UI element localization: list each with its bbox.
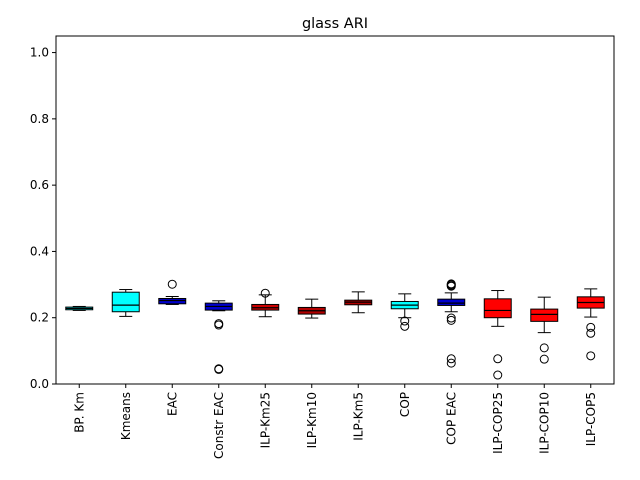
x-tick-label: ILP-Km25 (258, 392, 272, 448)
chart-title: glass ARI (302, 16, 368, 32)
outlier-point (586, 322, 596, 332)
x-tick-label: ILP-Km5 (351, 392, 365, 441)
box-bp-km (65, 305, 94, 311)
outlier-point (400, 321, 410, 331)
box-ilp-km10 (297, 298, 326, 319)
iqr-box (483, 298, 512, 319)
outlier-point (539, 354, 549, 364)
x-tick-label: Constr EAC (212, 392, 226, 459)
outlier-point (586, 351, 596, 361)
box-constr-eac (204, 300, 233, 374)
x-tick-label: COP EAC (444, 392, 458, 445)
box-ilp-km5 (344, 291, 373, 314)
x-tick-label: BP. Km (72, 392, 86, 433)
x-tick-label: COP (398, 392, 412, 417)
box-cop-eac (437, 279, 466, 368)
box-ilp-cop5 (576, 288, 605, 361)
box-kmeans (111, 289, 140, 317)
outlier-point (493, 370, 503, 380)
box-ilp-cop25 (483, 290, 512, 380)
x-tick-label: Kmeans (119, 392, 133, 440)
outlier-point (493, 354, 503, 364)
x-tick-label: ILP-COP25 (491, 392, 505, 454)
x-tick-label: ILP-Km10 (305, 392, 319, 448)
y-tick-label: 0.2 (30, 311, 49, 325)
outlier-point (586, 328, 596, 338)
outlier-point (214, 364, 224, 374)
iqr-box (158, 297, 187, 305)
outlier-point (446, 315, 456, 325)
iqr-box (437, 298, 466, 306)
y-tick-label: 0.4 (30, 244, 49, 258)
outlier-point (446, 281, 456, 291)
outlier-point (446, 354, 456, 364)
y-tick-label: 0.6 (30, 178, 49, 192)
outlier-point (214, 320, 224, 330)
plot-frame (55, 35, 615, 385)
outlier-point (446, 358, 456, 368)
x-tick-label: ILP-COP5 (584, 392, 598, 446)
y-tick-label: 0.8 (30, 112, 49, 126)
x-tick-label: ILP-COP10 (537, 392, 551, 454)
box-ilp-km25 (251, 288, 280, 318)
box-ilp-cop10 (530, 296, 559, 364)
iqr-box (111, 291, 140, 313)
outlier-point (167, 279, 177, 289)
outlier-point (539, 343, 549, 353)
x-tick-label: EAC (165, 392, 179, 416)
outlier-point (260, 288, 270, 298)
box-cop (390, 293, 419, 331)
y-tick-label: 1.0 (30, 46, 49, 60)
outlier-point (446, 313, 456, 323)
plot-area (65, 279, 605, 380)
y-tick-label: 0.0 (30, 377, 49, 391)
box-eac (158, 279, 187, 305)
iqr-box (530, 308, 559, 322)
outlier-point (400, 316, 410, 326)
